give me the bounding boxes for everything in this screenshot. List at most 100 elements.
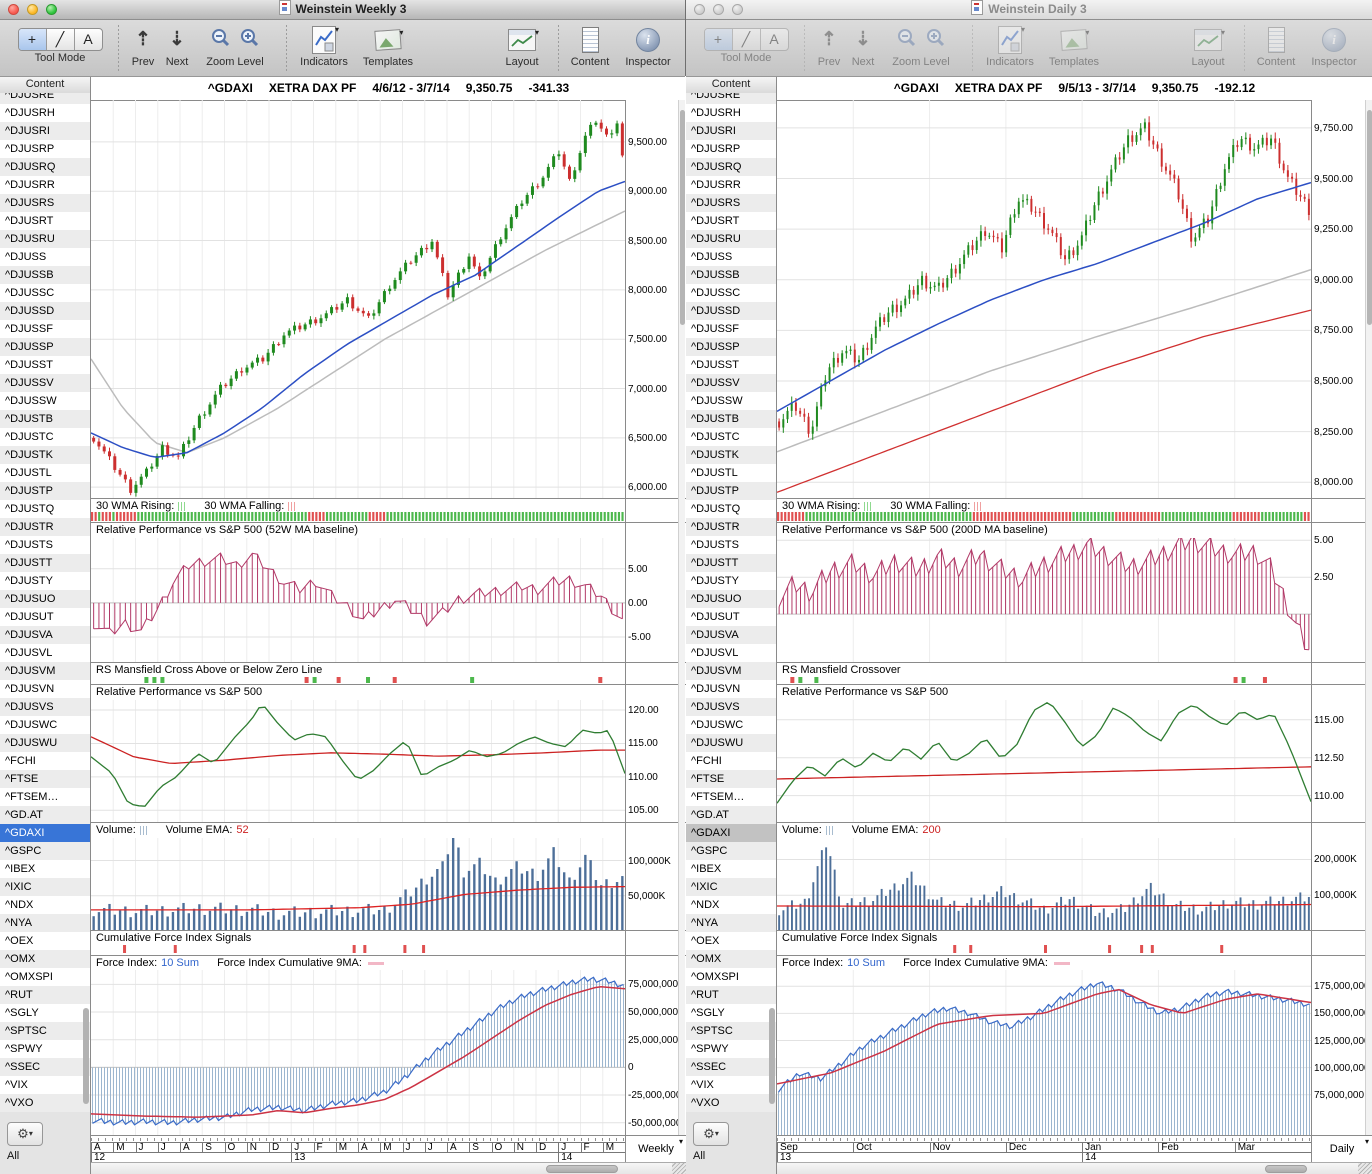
close-button[interactable] bbox=[8, 4, 19, 15]
sidebar-item-djuss[interactable]: ^DJUSS bbox=[691, 251, 733, 263]
sidebar-item-djussw[interactable]: ^DJUSSW bbox=[5, 395, 57, 407]
text-tool-button[interactable]: A bbox=[769, 31, 779, 47]
zoom-button[interactable] bbox=[46, 4, 57, 15]
sidebar-item-djusri[interactable]: ^DJUSRI bbox=[686, 122, 776, 140]
sidebar-item-djusva[interactable]: ^DJUSVA bbox=[0, 626, 90, 644]
rp-line-chart[interactable] bbox=[91, 700, 625, 823]
indicators-button[interactable]: ▾ Indicators bbox=[300, 24, 348, 69]
volume-chart[interactable] bbox=[777, 838, 1311, 931]
hscroll-thumb[interactable] bbox=[546, 1165, 618, 1173]
sidebar-item-vxo[interactable]: ^VXO bbox=[0, 1094, 90, 1112]
sidebar-item-gdaxi[interactable]: ^GDAXI bbox=[0, 824, 90, 842]
minimize-button[interactable] bbox=[27, 4, 38, 15]
sidebar-item-djuswc[interactable]: ^DJUSWC bbox=[5, 719, 58, 731]
sidebar-scrollbar-thumb[interactable] bbox=[769, 1008, 775, 1104]
sidebar-item-djusrq[interactable]: ^DJUSRQ bbox=[0, 158, 90, 176]
sidebar-item-rut[interactable]: ^RUT bbox=[0, 986, 90, 1004]
vscroll-thumb[interactable] bbox=[680, 110, 685, 325]
symbol-list[interactable]: ^DJUSRE ^DJUSRH ^DJUSRI ^DJUSRP ^DJUSRQ ^DJUS… bbox=[686, 93, 776, 1112]
text-tool-button[interactable]: A bbox=[83, 31, 93, 47]
sidebar-item-djusrp[interactable]: ^DJUSRP bbox=[5, 143, 55, 155]
vertical-scrollbar[interactable] bbox=[678, 100, 685, 1135]
next-button[interactable]: ⇣ Next bbox=[165, 29, 189, 68]
sidebar-item-djusrr[interactable]: ^DJUSRR bbox=[691, 179, 741, 191]
zoom-in-icon[interactable] bbox=[926, 28, 945, 52]
sidebar-item-djustc[interactable]: ^DJUSTC bbox=[5, 431, 54, 443]
sidebar-item-djusuo[interactable]: ^DJUSUO bbox=[0, 590, 90, 608]
trendline-tool-button[interactable]: ╱ bbox=[47, 29, 75, 50]
sidebar-item-ixic[interactable]: ^IXIC bbox=[0, 878, 90, 896]
sidebar-item-djustt[interactable]: ^DJUSTT bbox=[0, 554, 90, 572]
sidebar-item-ndx[interactable]: ^NDX bbox=[691, 899, 720, 911]
next-button[interactable]: ⇣ Next bbox=[851, 29, 875, 68]
sidebar-item-ibex[interactable]: ^IBEX bbox=[5, 863, 36, 875]
sidebar-item-djusst[interactable]: ^DJUSST bbox=[5, 359, 53, 371]
sidebar-item-djusvl[interactable]: ^DJUSVL bbox=[691, 647, 739, 659]
sidebar-item-djuswu[interactable]: ^DJUSWU bbox=[686, 734, 776, 752]
sidebar-item-djusre[interactable]: ^DJUSRE bbox=[0, 93, 90, 104]
sidebar-item-djusts[interactable]: ^DJUSTS bbox=[691, 539, 739, 551]
sidebar-item-spwy[interactable]: ^SPWY bbox=[691, 1043, 729, 1055]
sidebar-item-ftse[interactable]: ^FTSE bbox=[0, 770, 90, 788]
sidebar-item-djustp[interactable]: ^DJUSTP bbox=[686, 482, 776, 500]
sidebar-item-gspc[interactable]: ^GSPC bbox=[686, 842, 776, 860]
sidebar-item-djusrt[interactable]: ^DJUSRT bbox=[5, 215, 54, 227]
sidebar-item-djuswc[interactable]: ^DJUSWC bbox=[691, 719, 744, 731]
rp-histogram-chart[interactable] bbox=[91, 538, 625, 663]
rp-histogram-chart[interactable] bbox=[777, 538, 1311, 663]
cum-force-signals-chart[interactable] bbox=[777, 943, 1311, 956]
trendline-tool-button[interactable]: ╱ bbox=[733, 29, 761, 50]
close-button[interactable] bbox=[694, 4, 705, 15]
sidebar-item-djussb[interactable]: ^DJUSSB bbox=[686, 266, 776, 284]
sidebar-item-djustk[interactable]: ^DJUSTK bbox=[0, 446, 90, 464]
sidebar-item-djusty[interactable]: ^DJUSTY bbox=[5, 575, 53, 587]
sidebar-item-ftsem[interactable]: ^FTSEM… bbox=[5, 791, 59, 803]
sidebar-item-spwy[interactable]: ^SPWY bbox=[5, 1043, 43, 1055]
sidebar-item-djusrs[interactable]: ^DJUSRS bbox=[0, 194, 90, 212]
zoom-level-control[interactable]: Zoom Level bbox=[198, 24, 272, 68]
sidebar-item-sgly[interactable]: ^SGLY bbox=[5, 1007, 39, 1019]
sidebar-item-djusts[interactable]: ^DJUSTS bbox=[5, 539, 53, 551]
volume-chart[interactable] bbox=[91, 838, 625, 931]
sidebar-item-djuswu[interactable]: ^DJUSWU bbox=[0, 734, 90, 752]
sidebar-item-djussf[interactable]: ^DJUSSF bbox=[5, 323, 53, 335]
sidebar-item-vix[interactable]: ^VIX bbox=[691, 1079, 714, 1091]
sidebar-item-djustl[interactable]: ^DJUSTL bbox=[5, 467, 52, 479]
sidebar-item-djustl[interactable]: ^DJUSTL bbox=[691, 467, 738, 479]
sidebar-item-djustk[interactable]: ^DJUSTK bbox=[686, 446, 776, 464]
sidebar-item-sptsc[interactable]: ^SPTSC bbox=[0, 1022, 90, 1040]
sidebar-item-nya[interactable]: ^NYA bbox=[0, 914, 90, 932]
content-button[interactable]: Content bbox=[564, 24, 616, 68]
sidebar-item-djussc[interactable]: ^DJUSSC bbox=[5, 287, 55, 299]
zoom-in-icon[interactable] bbox=[240, 28, 259, 52]
zoom-level-control[interactable]: Zoom Level bbox=[884, 24, 958, 68]
pointer-tool-button[interactable]: + bbox=[704, 29, 733, 50]
layout-button[interactable]: ▾ Layout bbox=[505, 27, 539, 69]
sidebar-item-gdaxi[interactable]: ^GDAXI bbox=[686, 824, 776, 842]
sidebar-item-djusrh[interactable]: ^DJUSRH bbox=[5, 107, 55, 119]
sidebar-item-djusut[interactable]: ^DJUSUT bbox=[5, 611, 54, 623]
sidebar-item-djussd[interactable]: ^DJUSSD bbox=[686, 302, 776, 320]
sidebar-item-djusvs[interactable]: ^DJUSVS bbox=[0, 698, 90, 716]
sidebar-item-ibex[interactable]: ^IBEX bbox=[691, 863, 722, 875]
sidebar-item-omxspi[interactable]: ^OMXSPI bbox=[691, 971, 739, 983]
sidebar-item-djussp[interactable]: ^DJUSSP bbox=[0, 338, 90, 356]
zoom-button[interactable] bbox=[732, 4, 743, 15]
force-index-chart[interactable] bbox=[91, 970, 625, 1136]
templates-button[interactable]: ▾ Templates bbox=[1048, 27, 1100, 68]
sidebar-item-djusvl[interactable]: ^DJUSVL bbox=[5, 647, 53, 659]
resize-grip[interactable] bbox=[1358, 1162, 1372, 1174]
horizontal-scrollbar[interactable] bbox=[91, 1162, 686, 1174]
layout-button[interactable]: ▾ Layout bbox=[1191, 27, 1225, 69]
sidebar-item-djussb[interactable]: ^DJUSSB bbox=[0, 266, 90, 284]
sidebar-item-ssec[interactable]: ^SSEC bbox=[686, 1058, 776, 1076]
sidebar-item-ftse[interactable]: ^FTSE bbox=[686, 770, 776, 788]
content-button[interactable]: Content bbox=[1250, 24, 1302, 68]
sidebar-item-sgly[interactable]: ^SGLY bbox=[691, 1007, 725, 1019]
sidebar-item-oex[interactable]: ^OEX bbox=[5, 935, 34, 947]
sidebar-item-djussf[interactable]: ^DJUSSF bbox=[691, 323, 739, 335]
sidebar-item-djustq[interactable]: ^DJUSTQ bbox=[5, 503, 55, 515]
rs-signals-chart[interactable] bbox=[777, 675, 1311, 685]
sidebar-item-ndx[interactable]: ^NDX bbox=[5, 899, 34, 911]
sidebar-item-djussv[interactable]: ^DJUSSV bbox=[0, 374, 90, 392]
